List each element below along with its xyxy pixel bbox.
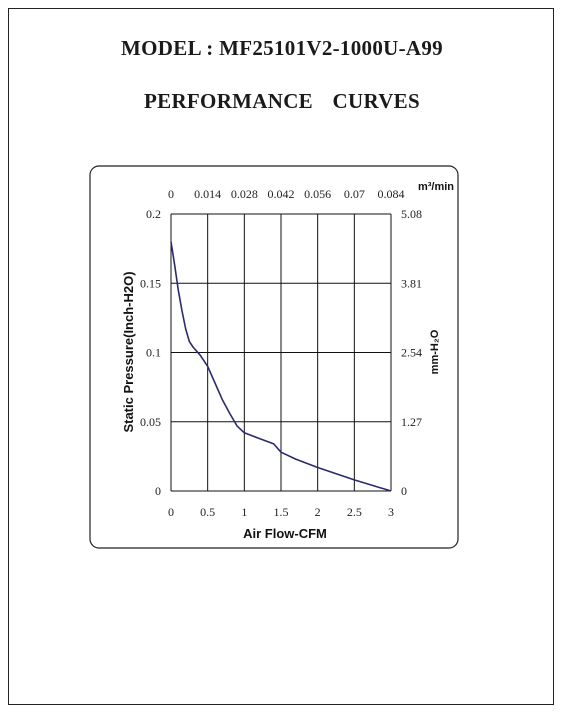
- top-tick-label: 0.084: [378, 187, 405, 201]
- performance-curve: [170, 241, 392, 492]
- x-axis-title: Air Flow-CFM: [243, 526, 327, 541]
- top-tick-label: 0.042: [268, 187, 295, 201]
- chart-panel: [89, 165, 459, 549]
- curve-layer: [170, 241, 392, 492]
- top-tick-label: 0: [168, 187, 174, 201]
- top-tick-label: 0.056: [304, 187, 331, 201]
- y-tick-label: 0.2: [146, 207, 161, 221]
- right-tick-label: 2.54: [401, 346, 422, 360]
- right-axis-unit: mm-H₂O: [429, 329, 441, 374]
- y-tick-label: 0.15: [140, 276, 161, 290]
- y-axis-title: Static Pressure(Inch-H2O): [121, 271, 136, 432]
- right-tick-label: 0: [401, 484, 407, 498]
- top-axis-unit: m³/min: [418, 181, 454, 193]
- x-tick-label: 1: [241, 505, 247, 519]
- top-tick-label: 0.014: [194, 187, 221, 201]
- right-tick-label: 1.27: [401, 415, 422, 429]
- top-tick-label: 0.028: [231, 187, 258, 201]
- x-tick-label: 0: [168, 505, 174, 519]
- x-tick-label: 1.5: [274, 505, 289, 519]
- top-tick-label: 0.07: [344, 187, 365, 201]
- performance-curves-title: PERFORMANCE CURVES: [144, 89, 420, 113]
- y-tick-label: 0: [155, 484, 161, 498]
- x-tick-label: 0.5: [200, 505, 215, 519]
- right-tick-label: 5.08: [401, 207, 422, 221]
- x-tick-label: 3: [388, 505, 394, 519]
- model-title: MODEL : MF25101V2-1000U-A99: [121, 36, 443, 60]
- x-tick-label: 2: [315, 505, 321, 519]
- grid: [170, 213, 392, 492]
- tick-labels: 0 0.5 1 1.5 2 2.5 30 0.014 0.028 0.042 0.056 0.07 0.…: [140, 187, 422, 519]
- x-tick-label: 2.5: [347, 505, 362, 519]
- y-tick-label: 0.05: [140, 415, 161, 429]
- y-tick-label: 0.1: [146, 346, 161, 360]
- right-tick-label: 3.81: [401, 276, 422, 290]
